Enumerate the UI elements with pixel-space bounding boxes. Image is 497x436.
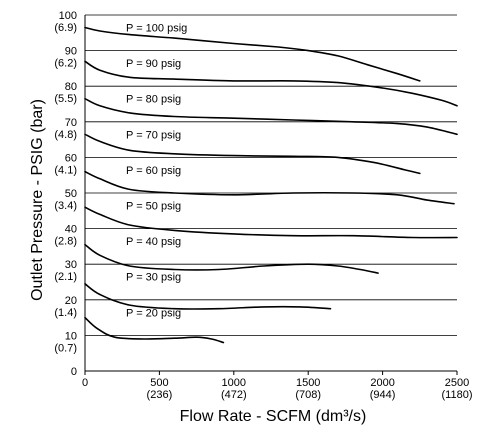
y-tick-sublabel: (0.7) [54,342,77,354]
series-line [84,283,332,310]
axes [84,15,458,375]
x-tick-label: 1500 [296,377,320,389]
series-line [84,243,379,274]
y-tick-sublabel: (2.1) [54,271,77,283]
y-tick-sublabel: (4.1) [54,164,77,176]
tick-labels: 010(0.7)20(1.4)30(2.1)40(2.8)50(3.4)60(4… [54,10,472,401]
series-line [84,97,458,136]
y-tick-label: 0 [71,366,77,378]
series-label: P = 80 psig [126,94,181,106]
x-tick-label: 2500 [445,377,469,389]
x-tick-label: 500 [150,377,168,389]
y-tick-label: 70 [65,117,77,129]
y-tick-sublabel: (6.2) [54,58,77,70]
x-tick-sublabel: (236) [147,389,173,401]
y-tick-sublabel: (2.8) [54,236,77,248]
y-tick-label: 50 [65,188,77,200]
series-labels: P = 100 psig P = 90 psig P = 80 psig P = 70… [126,22,187,319]
series-line [84,133,421,175]
x-tick-label: 1000 [222,377,246,389]
series-label: P = 100 psig [126,22,187,34]
y-tick-label: 10 [65,330,77,342]
y-tick-label: 20 [65,295,77,307]
series-line [84,316,225,344]
y-tick-label: 60 [65,152,77,164]
series-label: P = 70 psig [126,129,181,141]
series-label: P = 90 psig [126,58,181,70]
y-tick-sublabel: (3.4) [54,200,77,212]
series-label: P = 30 psig [126,272,181,284]
y-tick-label: 40 [65,224,77,236]
series-line [84,26,421,82]
x-tick-sublabel: (708) [295,389,321,401]
series-label: P = 20 psig [126,307,181,319]
x-axis-label: Flow Rate - SCFM (dm³/s) [180,408,367,425]
y-tick-sublabel: (4.8) [54,129,77,141]
x-tick-sublabel: (1180) [442,389,473,401]
x-tick-sublabel: (944) [370,389,396,401]
series-line [84,60,458,107]
y-tick-label: 100 [59,10,77,22]
series-label: P = 60 psig [126,165,181,177]
y-tick-label: 30 [65,259,77,271]
y-tick-sublabel: (5.5) [54,93,77,105]
y-tick-label: 90 [65,46,77,58]
series-line [84,170,455,205]
y-tick-sublabel: (1.4) [54,307,77,319]
x-tick-sublabel: (472) [221,389,247,401]
y-axis-label: Outlet Pressure - PSIG (bar) [29,99,46,301]
y-tick-sublabel: (6.9) [54,22,77,34]
x-tick-label: 0 [82,377,88,389]
series-lines [84,26,458,344]
x-tick-label: 2000 [370,377,394,389]
series-line [84,206,458,239]
series-label: P = 40 psig [126,236,181,248]
series-label: P = 50 psig [126,200,181,212]
y-tick-label: 80 [65,81,77,93]
